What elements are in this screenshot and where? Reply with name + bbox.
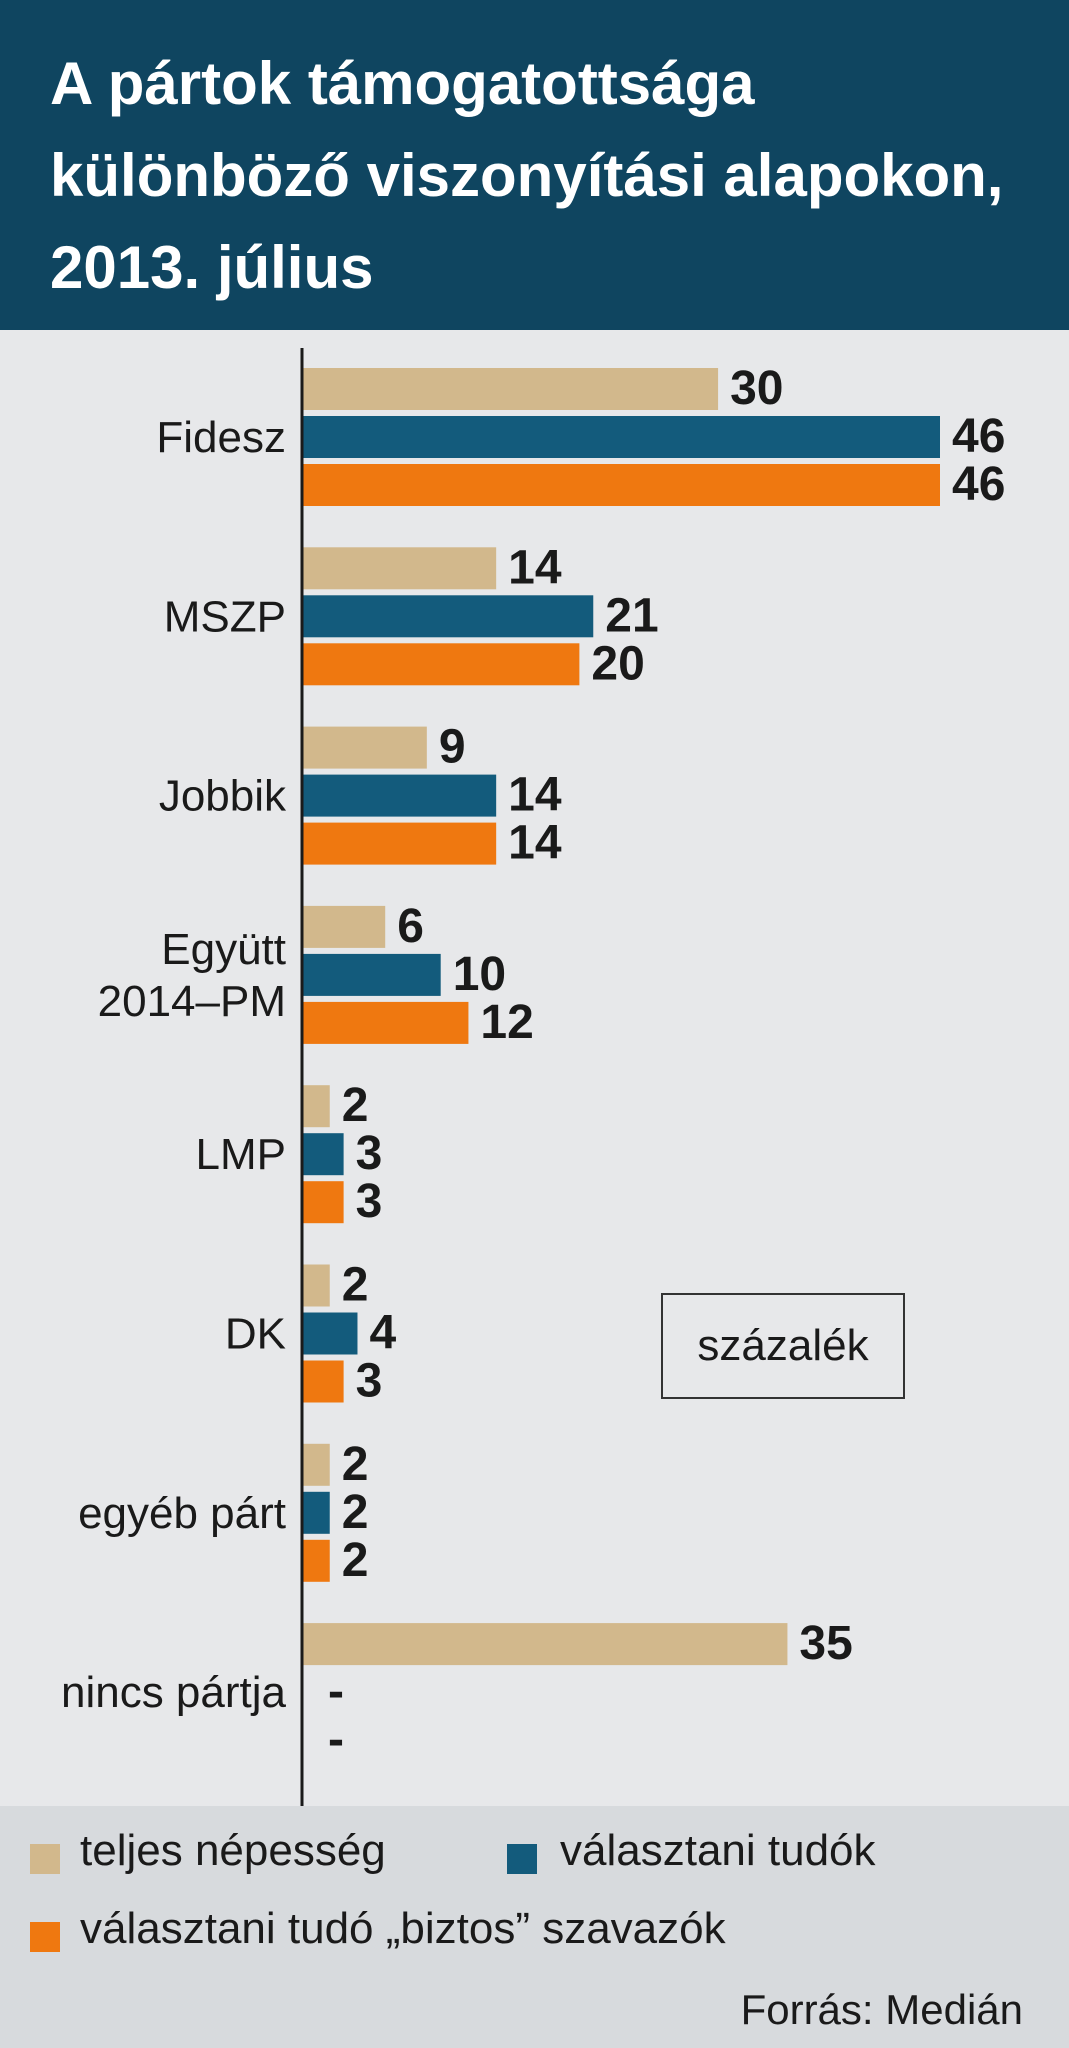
bar-lmp-series-1 xyxy=(302,1133,344,1176)
data-label-dk-series-1: 4 xyxy=(369,1307,396,1360)
category-label-együtt-2014-pm: Együtt 2014–PM xyxy=(98,925,286,1026)
bar-együtt-2014-pm-series-2 xyxy=(302,1001,469,1044)
legend-label-teljes-nepesseg: teljes népesség xyxy=(80,1826,386,1875)
bar-egyéb-párt-series-2 xyxy=(302,1539,330,1582)
data-label-nincs-pártja-series-1: - xyxy=(328,1665,344,1718)
bar-egyéb-párt-series-0 xyxy=(302,1443,330,1486)
legend-swatch-teljes-nepesseg xyxy=(30,1844,60,1874)
data-label-egyéb-párt-series-2: 2 xyxy=(342,1534,369,1587)
bar-mszp-series-0 xyxy=(302,547,497,590)
data-label-egyéb-párt-series-1: 2 xyxy=(342,1486,369,1539)
data-label-fidesz-series-1: 46 xyxy=(952,410,1005,463)
category-label-egyéb-párt: egyéb párt xyxy=(78,1489,286,1538)
data-label-lmp-series-0: 2 xyxy=(342,1079,369,1132)
legend: teljes népesség választani tudók választ… xyxy=(0,1806,1069,2048)
data-label-nincs-pártja-series-2: - xyxy=(328,1713,344,1766)
bar-egyéb-párt-series-1 xyxy=(302,1491,330,1534)
bar-mszp-series-2 xyxy=(302,643,580,686)
chart-title: A pártok támogatottsága különböző viszon… xyxy=(50,50,1004,301)
title-banner: A pártok támogatottsága különböző viszon… xyxy=(0,0,1069,330)
category-label-fidesz: Fidesz xyxy=(156,413,286,462)
data-label-mszp-series-0: 14 xyxy=(508,541,562,594)
data-label-fidesz-series-0: 30 xyxy=(730,362,783,415)
legend-swatch-valasztani-tudok xyxy=(507,1844,537,1874)
data-label-együtt-2014-pm-series-1: 10 xyxy=(453,948,506,1001)
data-label-jobbik-series-1: 14 xyxy=(508,769,562,822)
category-label-nincs-pártja: nincs pártja xyxy=(61,1668,287,1717)
legend-swatch-biztos-szavazok xyxy=(30,1922,60,1952)
data-label-jobbik-series-2: 14 xyxy=(508,817,562,870)
category-label-mszp: MSZP xyxy=(164,592,286,641)
source-note: Forrás: Medián xyxy=(740,1986,1023,2033)
data-label-fidesz-series-2: 46 xyxy=(952,458,1005,511)
data-label-egyéb-párt-series-0: 2 xyxy=(342,1438,369,1491)
bar-fidesz-series-2 xyxy=(302,464,940,506)
data-label-lmp-series-1: 3 xyxy=(356,1127,383,1180)
bar-dk-series-0 xyxy=(302,1264,330,1307)
bar-nincs-pártja-series-0 xyxy=(302,1623,788,1666)
data-label-mszp-series-1: 21 xyxy=(605,589,658,642)
legend-label-biztos-szavazok: választani tudó „biztos” szavazók xyxy=(80,1904,726,1953)
bar-lmp-series-0 xyxy=(302,1085,330,1128)
bar-együtt-2014-pm-series-0 xyxy=(302,905,386,948)
category-label-jobbik: Jobbik xyxy=(159,772,287,821)
bar-fidesz-series-1 xyxy=(302,416,940,458)
data-label-dk-series-2: 3 xyxy=(356,1355,383,1408)
bar-jobbik-series-2 xyxy=(302,822,497,865)
bar-lmp-series-2 xyxy=(302,1181,344,1224)
bar-dk-series-1 xyxy=(302,1312,358,1355)
bar-dk-series-2 xyxy=(302,1360,344,1403)
category-label-lmp: LMP xyxy=(196,1130,286,1179)
data-label-dk-series-0: 2 xyxy=(342,1259,369,1312)
data-label-együtt-2014-pm-series-2: 12 xyxy=(480,996,533,1049)
data-label-jobbik-series-0: 9 xyxy=(439,721,466,774)
category-label-dk: DK xyxy=(225,1310,286,1359)
bar-jobbik-series-0 xyxy=(302,726,427,769)
data-label-mszp-series-2: 20 xyxy=(591,637,644,690)
unit-label: százalék xyxy=(661,1293,905,1399)
data-label-lmp-series-2: 3 xyxy=(356,1175,383,1228)
data-label-együtt-2014-pm-series-0: 6 xyxy=(397,900,424,953)
bar-fidesz-series-0 xyxy=(302,368,719,410)
bar-együtt-2014-pm-series-1 xyxy=(302,953,441,996)
bar-mszp-series-1 xyxy=(302,595,594,638)
bar-jobbik-series-1 xyxy=(302,774,497,817)
legend-label-valasztani-tudok: választani tudók xyxy=(560,1826,876,1875)
data-label-nincs-pártja-series-0: 35 xyxy=(799,1617,852,1670)
